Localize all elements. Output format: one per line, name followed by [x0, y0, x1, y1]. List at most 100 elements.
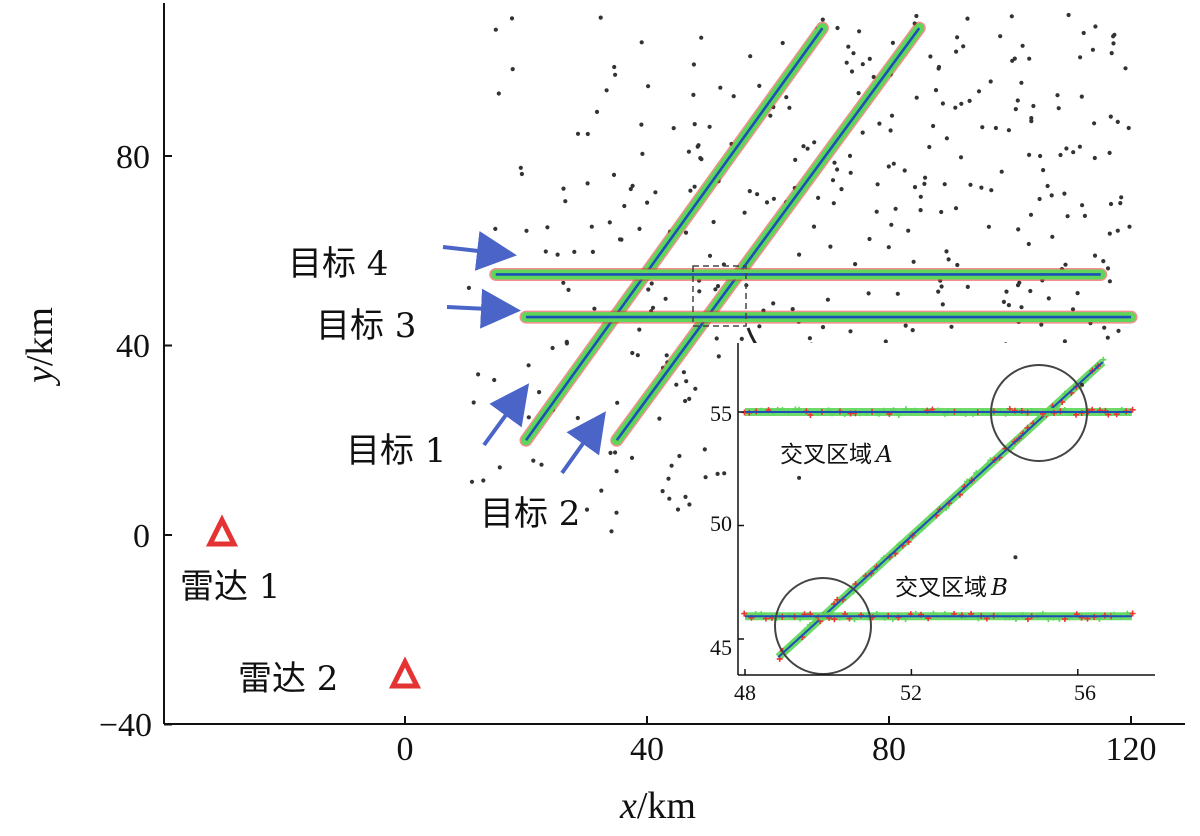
clutter-point	[1108, 201, 1114, 207]
clutter-point	[713, 287, 718, 292]
clutter-point	[847, 153, 853, 158]
clutter-point	[867, 236, 872, 242]
clutter-point	[550, 345, 555, 351]
clutter-point	[1028, 288, 1033, 294]
clutter-point	[1028, 212, 1034, 217]
clutter-point	[561, 186, 566, 191]
clutter-point	[1090, 47, 1095, 52]
clutter-point	[953, 206, 959, 211]
crossing-circle-b	[774, 577, 872, 675]
clutter-point	[1019, 305, 1024, 310]
clutter-point	[965, 16, 970, 21]
clutter-point	[684, 379, 689, 384]
clutter-point	[949, 324, 954, 329]
clutter-point	[1029, 116, 1034, 121]
clutter-point	[912, 185, 918, 190]
inset-track-lower	[741, 610, 1136, 623]
clutter-point	[531, 458, 536, 463]
clutter-point	[646, 84, 651, 89]
clutter-point	[628, 186, 633, 192]
clutter-point	[780, 40, 785, 46]
clutter-point	[976, 89, 982, 94]
clutter-point	[563, 199, 568, 204]
target-1-arrow	[482, 383, 530, 447]
clutter-point	[608, 450, 613, 455]
clutter-point	[831, 201, 836, 206]
clutter-point	[707, 253, 713, 258]
clutter-point	[980, 125, 985, 130]
clutter-point	[688, 188, 693, 193]
clutter-point	[923, 175, 928, 180]
clutter-point	[944, 136, 950, 141]
clutter-point	[599, 488, 604, 493]
clutter-point	[820, 325, 826, 330]
clutter-point	[653, 190, 658, 195]
clutter-point	[594, 109, 600, 114]
clutter-point	[1115, 228, 1120, 233]
clutter-point	[764, 200, 770, 205]
clutter-point	[466, 285, 471, 290]
target-2-label: 目标 2	[480, 494, 580, 534]
clutter-point	[790, 307, 795, 312]
clutter-point	[1016, 227, 1021, 232]
inset-zoom-plot: 55 50 45 48 52 56 交叉区域 A 交叉区域 B	[710, 343, 1155, 705]
clutter-point	[561, 280, 566, 285]
clutter-point	[660, 489, 665, 494]
clutter-point	[714, 336, 719, 341]
region-b-label: 交叉区域 B	[895, 575, 1008, 601]
clutter-point	[1001, 299, 1007, 304]
clutter-point	[669, 463, 674, 468]
clutter-point	[1031, 103, 1036, 109]
clutter-point	[857, 29, 862, 34]
clutter-point	[722, 471, 727, 476]
clutter-point	[1041, 168, 1046, 173]
clutter-point	[703, 475, 708, 480]
clutter-point	[936, 289, 941, 294]
clutter-point	[851, 51, 856, 56]
clutter-point	[622, 203, 627, 209]
clutter-point	[961, 44, 966, 49]
clutter-point	[993, 125, 999, 131]
clutter-point	[797, 252, 802, 257]
inset-tick-marks	[738, 411, 1079, 675]
estimate-line	[615, 27, 921, 442]
clutter-point	[856, 91, 861, 96]
clutter-point	[691, 92, 696, 97]
clutter-point	[787, 105, 792, 110]
clutter-point	[493, 27, 498, 32]
estimate-line	[524, 27, 824, 442]
clutter-point	[640, 151, 645, 156]
inset-x-tick-label: 48	[734, 680, 756, 705]
clutter-point	[683, 494, 688, 499]
clutter-point	[939, 209, 944, 215]
clutter-point	[888, 128, 893, 133]
y-tick-label: 80	[116, 139, 150, 176]
inset-measurement	[1100, 356, 1107, 363]
clutter-point	[891, 161, 896, 166]
clutter-point	[812, 140, 817, 145]
clutter-point	[1123, 66, 1128, 71]
clutter-point	[811, 224, 817, 229]
inset-measurement	[834, 596, 841, 603]
clutter-point	[598, 15, 603, 20]
clutter-point	[575, 415, 580, 421]
clutter-point	[687, 396, 692, 401]
clutter-point	[1006, 303, 1012, 308]
clutter-point	[1107, 150, 1112, 155]
clutter-point	[958, 155, 964, 160]
clutter-point	[931, 123, 936, 129]
target-4-label: 目标 4	[288, 244, 388, 284]
clutter-point	[911, 259, 916, 264]
clutter-point	[675, 507, 681, 512]
clutter-point	[1062, 191, 1067, 196]
clutter-point	[1115, 119, 1120, 124]
radar-1-marker	[205, 514, 239, 547]
clutter-point	[667, 496, 672, 501]
clutter-point	[664, 353, 669, 358]
clutter-point	[748, 54, 753, 59]
clutter-point	[875, 182, 880, 187]
clutter-point	[686, 149, 692, 154]
clutter-point	[1013, 107, 1018, 112]
clutter-point	[946, 257, 951, 262]
clutter-point	[1105, 266, 1111, 271]
